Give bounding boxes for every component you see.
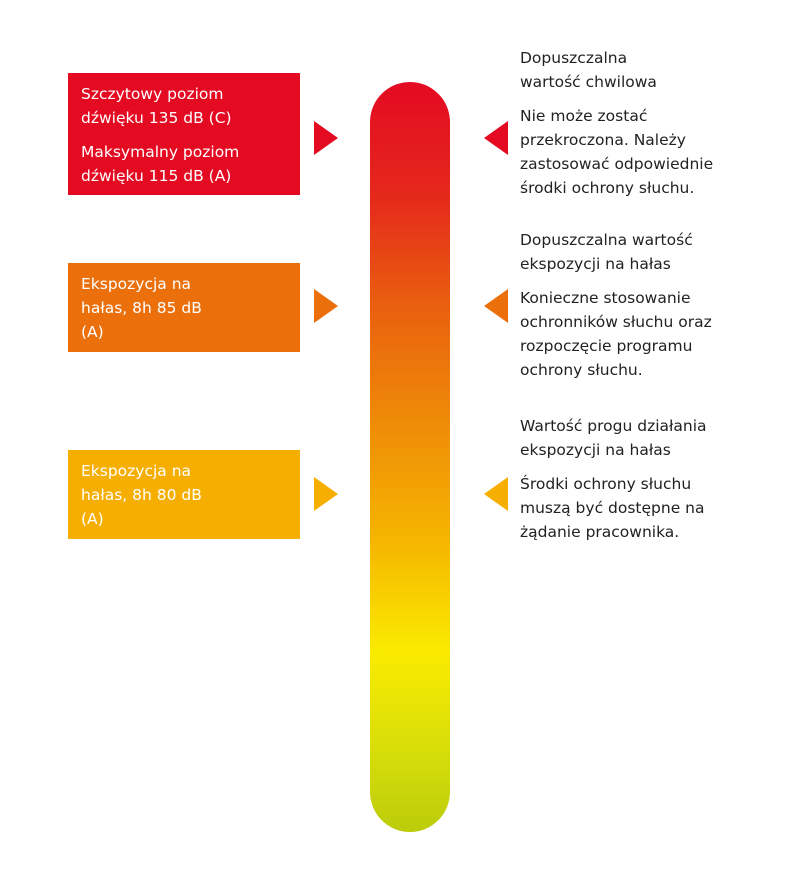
exposure-80-label: Ekspozycja na hałas, 8h 80 dB (A) [81, 462, 202, 528]
level-title: Dopuszczalna wartość ekspozycji na hałas [520, 231, 693, 273]
level-description-1: Dopuszczalna wartość chwilowa Nie może z… [520, 46, 790, 200]
level-box-peak: Szczytowy poziom dźwięku 135 dB (C) Maks… [68, 73, 300, 195]
level-box-85: Ekspozycja na hałas, 8h 85 dB (A) [68, 263, 300, 352]
max-level-label: Maksymalny poziom dźwięku 115 dB (A) [81, 143, 240, 185]
noise-level-gradient-bar [370, 82, 450, 832]
level-title: Dopuszczalna wartość chwilowa [520, 49, 657, 91]
arrow-right-icon [314, 477, 338, 511]
level-body: Konieczne stosowanie ochronników słuchu … [520, 289, 712, 379]
peak-level-label: Szczytowy poziom dźwięku 135 dB (C) [81, 85, 232, 127]
arrow-right-icon [314, 289, 338, 323]
level-body: Nie może zostać przekroczona. Należy zas… [520, 107, 714, 197]
exposure-85-label: Ekspozycja na hałas, 8h 85 dB (A) [81, 275, 202, 341]
level-description-2: Dopuszczalna wartość ekspozycji na hałas… [520, 228, 790, 382]
arrow-left-icon [484, 477, 508, 511]
arrow-right-icon [314, 121, 338, 155]
level-box-80: Ekspozycja na hałas, 8h 80 dB (A) [68, 450, 300, 539]
arrow-left-icon [484, 289, 508, 323]
level-body: Środki ochrony słuchu muszą być dostępne… [520, 475, 705, 541]
level-title: Wartość progu działania ekspozycji na ha… [520, 417, 707, 459]
arrow-left-icon [484, 121, 508, 155]
level-description-3: Wartość progu działania ekspozycji na ha… [520, 414, 790, 544]
